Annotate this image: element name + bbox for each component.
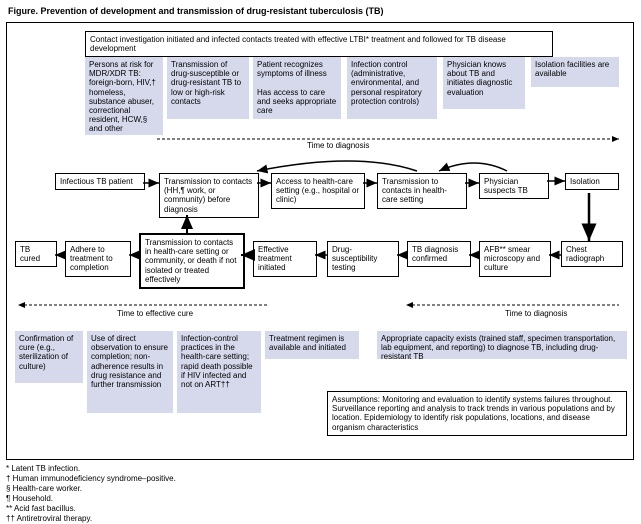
row2-h: Chest radiograph [561,241,623,267]
diagram-frame: Contact investigation initiated and infe… [6,22,634,460]
row1-f: Isolation [565,173,619,190]
lower-c: Infection-control practices in the healt… [177,331,261,413]
upper-d: Infection control (administrative, envir… [347,57,437,119]
figure-page: Figure. Prevention of development and tr… [0,0,641,521]
label-ttc: Time to effective cure [117,309,193,318]
lower-b: Use of direct observation to ensure comp… [87,331,173,413]
figure-title: Figure. Prevention of development and tr… [0,0,641,20]
fn-a: * Latent TB infection. [6,464,176,474]
row2-f: TB diagnosis confirmed [407,241,471,267]
upper-b: Transmission of drug-susceptible or drug… [167,57,249,119]
row2-g: AFB** smear microscopy and culture [479,241,551,277]
upper-e: Physician knows about TB and initiates d… [443,57,525,109]
row1-b: Transmission to contacts (HH,¶ work, or … [159,173,259,218]
row1-a: Infectious TB patient [55,173,145,190]
row1-d: Transmission to contacts in health-care … [377,173,467,209]
fn-d: ¶ Household. [6,494,176,504]
fn-e: ** Acid fast bacillus. [6,504,176,514]
lower-a: Confirmation of cure (e.g., sterilizatio… [15,331,83,383]
row2-b: Adhere to treatment to completion [65,241,131,277]
fn-f: †† Antiretroviral therapy. [6,514,176,524]
row1-c: Access to health-care setting (e.g., hos… [271,173,365,209]
fn-b: † Human immunodeficiency syndrome–positi… [6,474,176,484]
upper-c: Patient recognizes symptoms of illness H… [253,57,341,119]
top-banner: Contact investigation initiated and infe… [85,31,553,57]
row1-e: Physician suspects TB [479,173,549,199]
upper-a: Persons at risk for MDR/XDR TB: foreign-… [85,57,163,135]
lower-d: Treatment regimen is available and initi… [265,331,359,359]
fn-c: § Health-care worker. [6,484,176,494]
upper-f: Isolation facilities are available [531,57,619,87]
lower-e: Appropriate capacity exists (trained sta… [377,331,627,359]
row2-a: TB cured [15,241,57,267]
row2-c: Transmission to contacts in health-care … [139,233,245,289]
label-ttd-lower: Time to diagnosis [505,309,567,318]
footnotes: * Latent TB infection. † Human immunodef… [6,464,176,524]
label-ttd-upper: Time to diagnosis [307,141,369,150]
row2-e: Drug-susceptibility testing [327,241,399,277]
row2-d: Effective treatment initiated [253,241,317,277]
assumptions-box: Assumptions: Monitoring and evaluation t… [327,391,627,436]
